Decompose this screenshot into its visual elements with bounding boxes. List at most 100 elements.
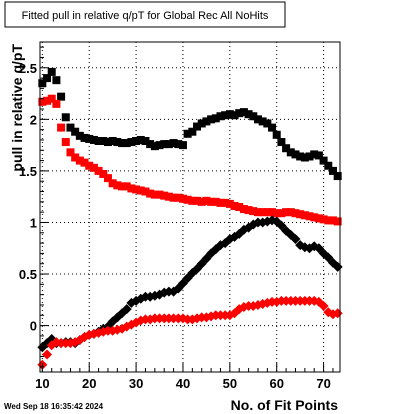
data-point xyxy=(324,161,333,170)
data-point xyxy=(202,117,211,126)
data-point xyxy=(183,129,192,138)
data-point xyxy=(75,156,84,165)
series-3 xyxy=(37,295,343,370)
data-point xyxy=(230,201,239,210)
timestamp: Wed Sep 18 16:35:42 2024 xyxy=(4,402,104,411)
data-point xyxy=(155,141,164,150)
data-point xyxy=(193,122,202,131)
data-point xyxy=(263,119,272,128)
data-point xyxy=(324,216,333,225)
data-point xyxy=(244,206,253,215)
data-point xyxy=(300,211,309,220)
data-point xyxy=(38,97,47,106)
data-point xyxy=(235,109,244,118)
y-tick-label: 2 xyxy=(30,112,37,127)
data-point xyxy=(94,166,103,175)
x-tick-label: 10 xyxy=(35,376,49,391)
data-point xyxy=(282,144,291,153)
data-point xyxy=(239,205,248,214)
data-point xyxy=(169,139,178,148)
data-point xyxy=(296,152,305,161)
y-tick-label: 0.5 xyxy=(19,267,37,282)
data-point xyxy=(108,179,117,188)
y-tick-label: 2.5 xyxy=(19,61,37,76)
x-tick-label: 30 xyxy=(129,376,143,391)
data-point xyxy=(52,99,61,108)
data-point xyxy=(258,208,267,217)
data-point xyxy=(305,152,314,161)
data-point xyxy=(253,115,262,124)
data-point xyxy=(136,135,145,144)
data-point xyxy=(47,67,56,76)
data-point xyxy=(178,141,187,150)
data-point xyxy=(122,139,131,148)
data-point xyxy=(160,191,169,200)
data-point xyxy=(178,194,187,203)
data-point xyxy=(57,123,66,132)
data-point xyxy=(300,153,309,162)
data-point xyxy=(160,140,169,149)
data-point xyxy=(121,304,132,315)
data-point xyxy=(310,150,319,159)
data-point xyxy=(235,203,244,211)
y-axis-label: pull in relative q/pT xyxy=(9,44,25,172)
data-point xyxy=(197,197,206,206)
data-point xyxy=(216,198,225,207)
x-axis-label: No. of Fit Points xyxy=(231,397,339,413)
data-point xyxy=(221,111,230,120)
data-point xyxy=(71,153,80,162)
data-point xyxy=(38,79,47,88)
plot-frame xyxy=(39,41,341,373)
data-point xyxy=(57,92,66,101)
data-point xyxy=(286,208,295,217)
data-point xyxy=(174,193,183,202)
data-point xyxy=(61,113,70,122)
data-point xyxy=(113,181,122,190)
data-point xyxy=(66,148,75,157)
title-box xyxy=(4,1,286,28)
data-point xyxy=(113,138,122,147)
data-point xyxy=(108,137,117,145)
data-point xyxy=(268,208,277,217)
data-point xyxy=(75,131,84,140)
data-point xyxy=(150,142,159,151)
chart-title: Fitted pull in relative q/pT for Global … xyxy=(22,10,269,22)
data-point xyxy=(239,108,248,117)
data-point xyxy=(319,156,328,165)
data-point xyxy=(169,193,178,202)
data-point xyxy=(141,187,150,196)
data-point xyxy=(52,76,61,85)
data-point xyxy=(89,163,98,172)
series-layer xyxy=(37,67,343,370)
series-1 xyxy=(38,94,342,226)
data-point xyxy=(80,133,89,142)
data-point xyxy=(249,207,258,216)
data-point xyxy=(263,208,272,217)
data-point xyxy=(188,196,197,205)
data-point xyxy=(244,110,253,119)
x-tick-label: 50 xyxy=(223,376,237,391)
data-point xyxy=(221,198,230,207)
data-point xyxy=(183,195,192,204)
data-point xyxy=(99,170,108,178)
x-axis-ticks: 10 20 30 40 50 60 70 xyxy=(35,363,334,391)
data-point xyxy=(290,233,301,244)
data-point xyxy=(216,112,225,121)
data-point xyxy=(103,174,112,183)
y-tick-label: 0 xyxy=(30,319,37,334)
data-point xyxy=(328,166,337,175)
data-point xyxy=(193,196,202,205)
data-point xyxy=(85,134,94,143)
data-point xyxy=(328,216,337,225)
data-point xyxy=(286,148,295,157)
data-point xyxy=(211,197,220,206)
data-point xyxy=(211,114,220,123)
data-point xyxy=(146,140,155,149)
data-point xyxy=(132,137,141,145)
data-point xyxy=(268,123,277,132)
data-point xyxy=(291,150,300,159)
data-point xyxy=(43,74,52,83)
data-point xyxy=(42,349,53,360)
data-point xyxy=(207,197,216,206)
